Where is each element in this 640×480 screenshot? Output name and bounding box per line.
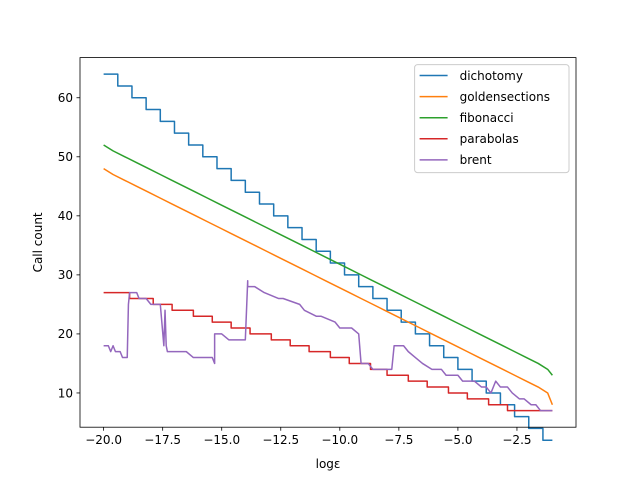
x-tick-label: −2.5	[502, 433, 531, 447]
x-tick-label: −7.5	[384, 433, 413, 447]
x-tick-label: −20.0	[85, 433, 122, 447]
y-tick-label: 30	[58, 268, 73, 282]
y-tick-label: 20	[58, 327, 73, 341]
y-tick-label: 10	[58, 386, 73, 400]
y-tick-label: 60	[58, 91, 73, 105]
legend-label-fibonacci: fibonacci	[460, 111, 514, 125]
series-line-parabolas	[103, 291, 553, 412]
series-line-goldensections	[103, 167, 554, 406]
x-tick-label: −12.5	[262, 433, 299, 447]
x-tick-label: −17.5	[144, 433, 181, 447]
legend-label-brent: brent	[460, 153, 492, 167]
axes-frame	[79, 57, 577, 428]
legend-label-dichotomy: dichotomy	[460, 69, 523, 83]
x-axis-label: logε	[316, 457, 341, 471]
x-axis: −20.0 −17.5 −15.0 −12.5 −10.0 −7.5 −5.0 −2.5	[85, 427, 532, 447]
legend: dichotomy goldensections fibonacci parabola…	[414, 64, 570, 174]
series-line-dichotomy	[103, 73, 553, 441]
y-axis-label: Call count	[31, 212, 45, 272]
x-tick-label: −5.0	[443, 433, 472, 447]
y-tick-label: 50	[58, 150, 73, 164]
legend-frame	[414, 64, 570, 174]
y-axis: 10 20 30 40 50 60	[58, 91, 80, 400]
legend-label-goldensections: goldensections	[460, 90, 550, 104]
y-tick-label: 40	[58, 209, 73, 223]
series-line-fibonacci	[103, 144, 553, 376]
series-line-brent	[103, 280, 553, 412]
legend-label-parabolas: parabolas	[460, 132, 519, 146]
plot-area	[103, 73, 554, 441]
x-tick-label: −10.0	[321, 433, 358, 447]
x-tick-label: −15.0	[203, 433, 240, 447]
